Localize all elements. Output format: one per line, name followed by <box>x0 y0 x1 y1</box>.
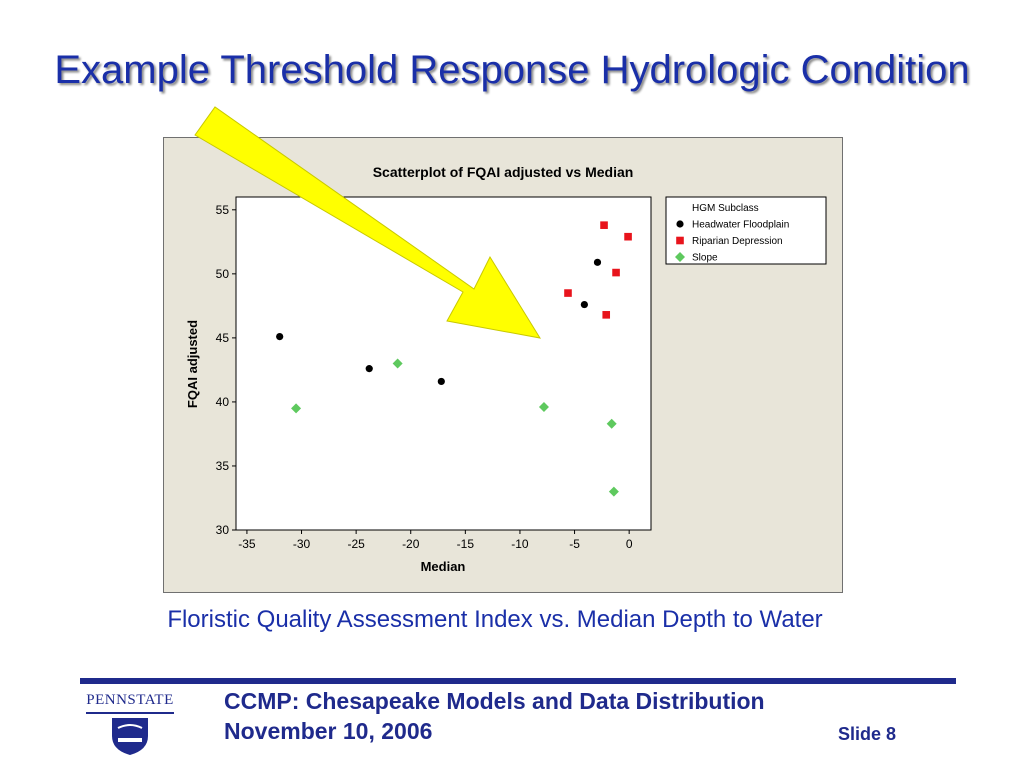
legend-box <box>665 196 827 265</box>
point-riparian-depression <box>612 268 620 277</box>
slide-title: Example Threshold Response Hydrologic Co… <box>54 48 970 92</box>
data-points <box>276 221 632 497</box>
pennstate-logo: PENNSTATE <box>80 688 180 758</box>
x-tick-label: -30 <box>293 537 311 551</box>
scatter-chart: Scatterplot of FQAI adjusted vs Median 3… <box>185 164 827 574</box>
legend-marker-riparian-depression <box>676 236 684 245</box>
y-tick-label: 30 <box>216 523 230 537</box>
legend: HGM Subclass Headwater Floodplain Riparia… <box>665 196 827 265</box>
x-tick-label: -35 <box>238 537 256 551</box>
x-tick-label: -20 <box>402 537 420 551</box>
shield-icon <box>112 718 148 755</box>
point-riparian-depression <box>564 289 572 297</box>
y-tick-label: 50 <box>216 267 230 281</box>
legend-label-riparian-depression: Riparian Depression <box>692 236 783 247</box>
x-tick-label: 0 <box>626 537 633 551</box>
y-tick-label: 45 <box>216 331 230 345</box>
chart-frame: Scatterplot of FQAI adjusted vs Median 3… <box>163 106 843 593</box>
point-slope <box>291 403 302 414</box>
footer-title: CCMP: Chesapeake Models and Data Distrib… <box>224 688 765 714</box>
slide-caption: Floristic Quality Assessment Index vs. M… <box>167 606 823 633</box>
legend-marker-headwater-floodplain <box>676 220 684 228</box>
point-headwater-floodplain <box>437 377 445 386</box>
x-tick-label: -5 <box>569 537 580 551</box>
y-tick-label: 35 <box>216 459 230 473</box>
y-tick-label: 55 <box>216 203 230 217</box>
point-headwater-floodplain <box>593 258 602 266</box>
chart-title: Scatterplot of FQAI adjusted vs Median <box>373 164 634 180</box>
point-riparian-depression <box>602 311 611 319</box>
y-tick-label: 40 <box>216 395 230 409</box>
point-headwater-floodplain <box>276 333 284 341</box>
logo-rule <box>86 712 174 714</box>
y-axis-label: FQAI adjusted <box>185 320 200 408</box>
point-slope <box>608 486 619 497</box>
legend-title: HGM Subclass <box>692 203 759 214</box>
x-axis-label: Median <box>421 559 466 574</box>
logo-text: PENNSTATE <box>86 692 174 708</box>
point-riparian-depression <box>624 232 632 241</box>
point-headwater-floodplain <box>580 300 588 309</box>
footer-rule <box>80 678 956 684</box>
arrow-shape <box>194 106 542 339</box>
yellow-arrow <box>194 106 542 339</box>
x-tick-label: -15 <box>457 537 475 551</box>
point-riparian-depression <box>600 221 608 229</box>
x-tick-label: -10 <box>511 537 529 551</box>
point-slope <box>538 402 549 413</box>
footer-date: November 10, 2006 <box>224 718 433 744</box>
x-axis: -35 -30 -25 -20 -15 -10 -5 0 <box>238 530 633 551</box>
legend-label-slope: Slope <box>692 253 718 264</box>
point-headwater-floodplain <box>365 365 373 373</box>
point-slope <box>606 418 617 429</box>
legend-label-headwater-floodplain: Headwater Floodplain <box>692 220 789 231</box>
y-axis: 30 35 40 45 50 55 <box>216 203 236 537</box>
x-tick-label: -25 <box>347 537 365 551</box>
slide-number: Slide 8 <box>838 724 897 744</box>
point-slope <box>392 358 403 369</box>
plot-area <box>235 196 652 531</box>
legend-marker-slope <box>675 252 685 262</box>
